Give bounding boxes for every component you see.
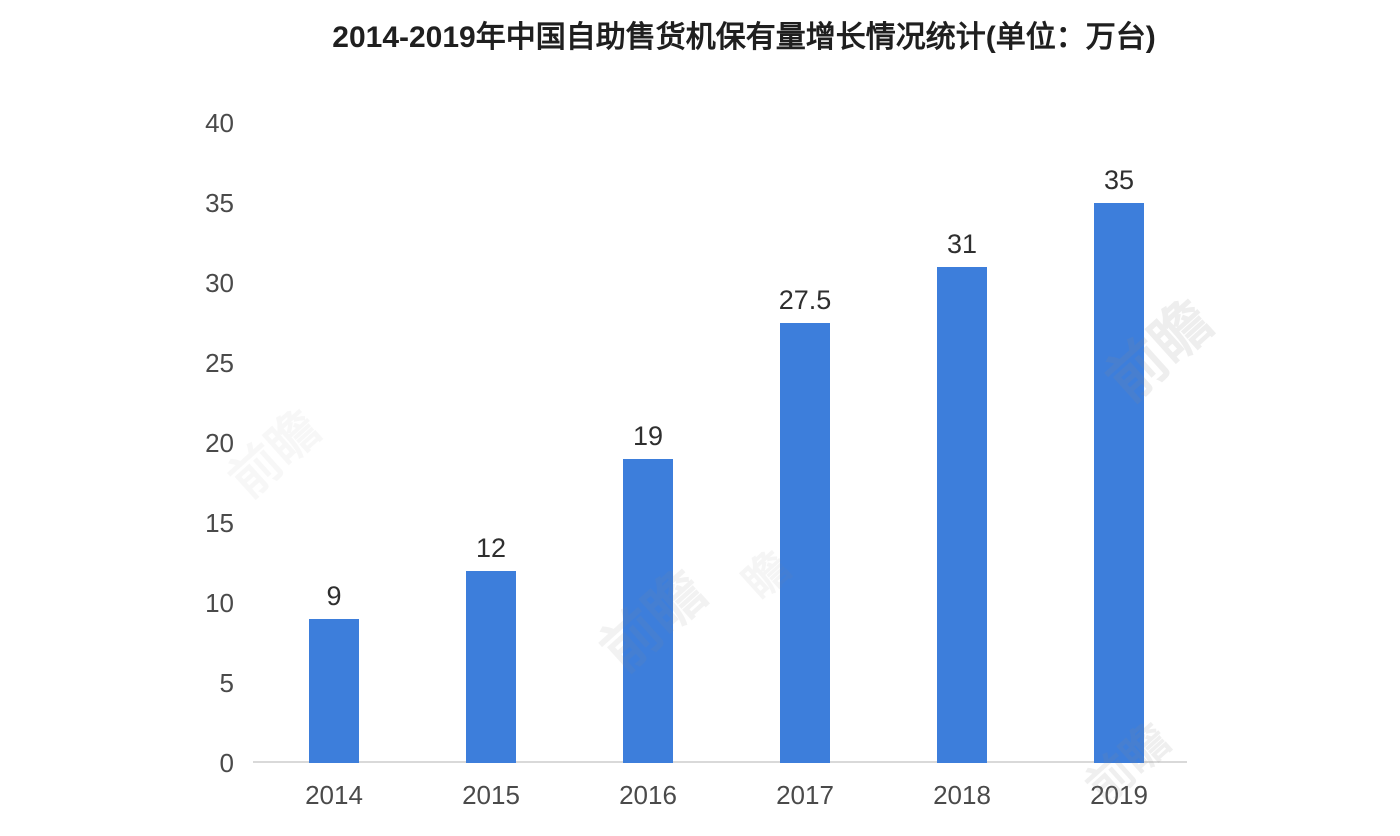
bar-value-label: 12 (475, 533, 507, 563)
bar-2016 (623, 459, 673, 763)
x-axis-tick-label: 2018 (933, 780, 991, 810)
bar-2015 (466, 571, 516, 763)
bar-2018 (937, 267, 987, 763)
bar-2014 (309, 619, 359, 763)
y-axis-tick-label: 30 (205, 268, 234, 298)
x-axis-line (253, 761, 1187, 763)
x-axis-tick-label: 2019 (1090, 780, 1148, 810)
y-axis-tick-label: 20 (205, 428, 234, 458)
bar-value-label: 35 (1103, 165, 1135, 195)
y-axis-tick-label: 40 (205, 108, 234, 138)
chart-title: 2014-2019年中国自助售货机保有量增长情况统计(单位：万台) (332, 21, 1156, 54)
y-axis-tick-label: 0 (219, 748, 234, 778)
bar-2019 (1094, 203, 1144, 763)
bar-value-label: 27.5 (778, 285, 832, 315)
y-axis-tick-label: 15 (205, 508, 234, 538)
bar-2017 (780, 323, 830, 763)
bar-value-label: 31 (946, 229, 978, 259)
x-axis-tick-label: 2014 (305, 780, 363, 810)
x-axis-tick-label: 2015 (462, 780, 520, 810)
x-axis-tick-label: 2017 (776, 780, 834, 810)
y-axis-tick-label: 5 (219, 668, 234, 698)
y-axis-tick-label: 35 (205, 188, 234, 218)
bar-value-label: 9 (326, 581, 342, 611)
y-axis-tick-label: 10 (205, 588, 234, 618)
bar-value-label: 19 (632, 421, 664, 451)
y-axis-tick-label: 25 (205, 348, 234, 378)
x-axis-tick-label: 2016 (619, 780, 677, 810)
